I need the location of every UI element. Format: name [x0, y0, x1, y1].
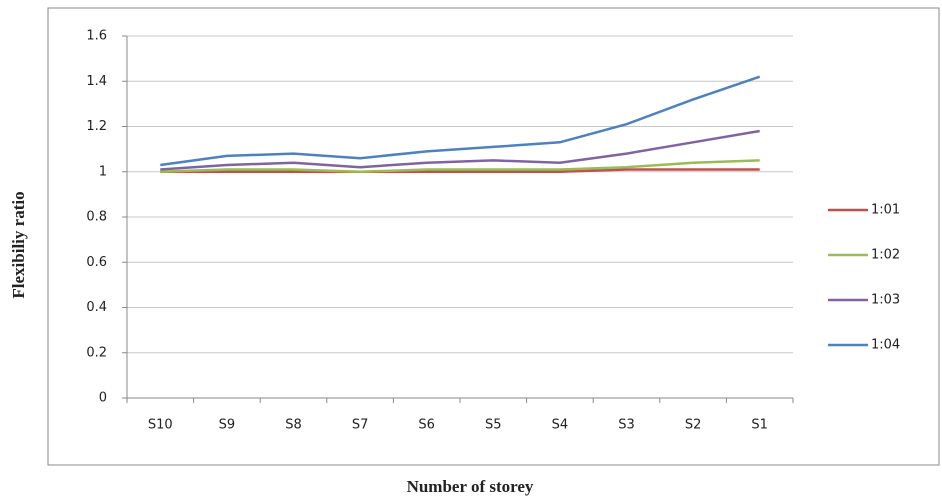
- series-line: [160, 75, 761, 167]
- series-line: [160, 129, 760, 171]
- legend-label: 1:01: [871, 203, 900, 218]
- y-tick-label: 0.4: [86, 300, 107, 315]
- legend-label: 1:02: [871, 248, 900, 263]
- y-tick-label: 1: [99, 164, 107, 179]
- x-tick-label: S5: [485, 418, 502, 433]
- y-tick-label: 0.6: [86, 255, 107, 270]
- legend-label: 1:04: [871, 338, 900, 353]
- series-line: [160, 168, 760, 174]
- x-tick-label: S6: [418, 418, 435, 433]
- series-line: [160, 159, 760, 174]
- x-tick-label: S8: [285, 418, 302, 433]
- y-tick-label: 0: [99, 391, 107, 406]
- y-tick-label: 1.6: [86, 29, 107, 44]
- y-axis-title: Flexibiliy ratio: [9, 191, 28, 298]
- x-tick-label: S9: [219, 418, 236, 433]
- chart-frame: [47, 7, 940, 466]
- y-tick-label: 0.2: [86, 345, 107, 360]
- y-tick-label: 1.4: [86, 74, 107, 89]
- x-tick-label: S10: [148, 418, 173, 433]
- legend-label: 1:03: [871, 293, 900, 308]
- y-tick-label: 0.8: [86, 210, 107, 225]
- y-tick-label: 1.2: [86, 119, 107, 134]
- x-tick-label: S7: [352, 418, 369, 433]
- x-tick-label: S1: [751, 418, 768, 433]
- x-tick-label: S2: [685, 418, 702, 433]
- x-axis-title: Number of storey: [407, 477, 534, 496]
- x-tick-label: S4: [552, 418, 569, 433]
- x-tick-label: S3: [618, 418, 635, 433]
